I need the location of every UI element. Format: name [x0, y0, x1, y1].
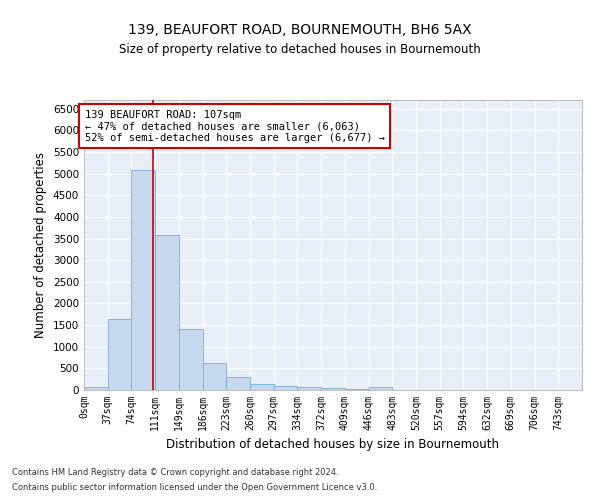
X-axis label: Distribution of detached houses by size in Bournemouth: Distribution of detached houses by size … — [167, 438, 499, 452]
Text: Contains public sector information licensed under the Open Government Licence v3: Contains public sector information licen… — [12, 483, 377, 492]
Bar — [155, 235, 179, 390]
Text: Contains HM Land Registry data © Crown copyright and database right 2024.: Contains HM Land Registry data © Crown c… — [12, 468, 338, 477]
Bar — [368, 388, 392, 390]
Text: 139, BEAUFORT ROAD, BOURNEMOUTH, BH6 5AX: 139, BEAUFORT ROAD, BOURNEMOUTH, BH6 5AX — [128, 22, 472, 36]
Bar — [345, 388, 368, 390]
Bar — [250, 384, 274, 390]
Bar — [298, 388, 321, 390]
Bar — [131, 170, 155, 390]
Bar — [226, 376, 250, 390]
Bar — [179, 330, 203, 390]
Text: Size of property relative to detached houses in Bournemouth: Size of property relative to detached ho… — [119, 42, 481, 56]
Bar — [84, 386, 108, 390]
Y-axis label: Number of detached properties: Number of detached properties — [34, 152, 47, 338]
Bar — [108, 318, 131, 390]
Bar — [321, 388, 345, 390]
Bar — [203, 363, 226, 390]
Bar — [274, 386, 298, 390]
Text: 139 BEAUFORT ROAD: 107sqm
← 47% of detached houses are smaller (6,063)
52% of se: 139 BEAUFORT ROAD: 107sqm ← 47% of detac… — [85, 110, 385, 142]
